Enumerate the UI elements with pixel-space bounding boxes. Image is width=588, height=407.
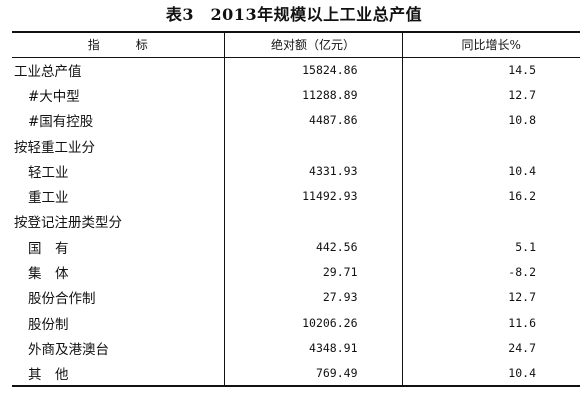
row-absolute: 4348.91 <box>223 335 402 361</box>
table-title: 表3 2013年规模以上工业总产值 <box>165 5 423 24</box>
industrial-output-table: 指 标 绝对额（亿元） 同比增长% 工业总产值 15824.86 14.5 #大… <box>12 31 580 387</box>
row-growth <box>401 208 580 235</box>
row-growth: 10.4 <box>401 158 580 184</box>
table-row: 轻工业 4331.93 10.4 <box>12 158 580 184</box>
row-label: 国 有 <box>28 240 69 257</box>
row-growth: 14.5 <box>401 57 580 83</box>
table-row: 股份制 10206.26 11.6 <box>12 309 580 336</box>
row-growth: 11.6 <box>401 309 580 336</box>
statistics-table-container: 指 标 绝对额（亿元） 同比增长% 工业总产值 15824.86 14.5 #大… <box>12 31 580 404</box>
header-indicator: 指 标 <box>12 31 224 58</box>
table-row: 按登记注册类型分 <box>12 208 580 235</box>
table-row: #大中型 11288.89 12.7 <box>12 82 580 108</box>
header-absolute: 绝对额（亿元） <box>223 31 402 58</box>
row-growth: 16.2 <box>401 183 580 209</box>
row-absolute: 11288.89 <box>223 82 402 108</box>
table-body: 工业总产值 15824.86 14.5 #大中型 11288.89 12.7 #… <box>12 57 580 387</box>
row-label: 重工业 <box>28 190 69 207</box>
row-label: 股份制 <box>28 316 69 333</box>
row-absolute: 27.93 <box>223 284 402 310</box>
row-absolute: 769.49 <box>223 360 402 387</box>
table-row: 按轻重工业分 <box>12 132 580 159</box>
table-row: 股份合作制 27.93 12.7 <box>12 284 580 310</box>
table-row: 集 体 29.71 -8.2 <box>12 259 580 285</box>
table-row: 工业总产值 15824.86 14.5 <box>12 57 580 83</box>
row-growth <box>401 132 580 159</box>
table-row: 国 有 442.56 5.1 <box>12 234 580 260</box>
table-row: 外商及港澳台 4348.91 24.7 <box>12 335 580 361</box>
table-header: 指 标 绝对额（亿元） 同比增长% <box>12 31 580 58</box>
row-absolute: 15824.86 <box>223 57 402 83</box>
row-growth: 10.4 <box>401 360 580 387</box>
table-row: 其 他 769.49 10.4 <box>12 360 580 387</box>
row-growth: -8.2 <box>401 259 580 285</box>
row-growth: 10.8 <box>401 107 580 133</box>
row-label: 股份合作制 <box>28 291 96 308</box>
row-label: 集 体 <box>28 266 69 283</box>
table-row: 重工业 11492.93 16.2 <box>12 183 580 209</box>
row-growth: 5.1 <box>401 234 580 260</box>
row-absolute: 4487.86 <box>223 107 402 133</box>
row-label: 外商及港澳台 <box>28 341 109 358</box>
row-absolute: 4331.93 <box>223 158 402 184</box>
row-growth: 12.7 <box>401 284 580 310</box>
row-absolute <box>223 132 402 159</box>
row-growth: 12.7 <box>401 82 580 108</box>
table-row: #国有控股 4487.86 10.8 <box>12 107 580 133</box>
row-growth: 24.7 <box>401 335 580 361</box>
row-absolute: 10206.26 <box>223 309 402 336</box>
row-label: #国有控股 <box>28 114 94 131</box>
header-growth: 同比增长% <box>401 31 580 58</box>
row-label: 其 他 <box>12 360 224 387</box>
row-label: 按登记注册类型分 <box>14 215 122 232</box>
row-absolute: 442.56 <box>223 234 402 260</box>
row-label: 轻工业 <box>28 164 69 181</box>
row-absolute: 11492.93 <box>223 183 402 209</box>
row-absolute <box>223 208 402 235</box>
header-row: 指 标 绝对额（亿元） 同比增长% <box>12 31 580 58</box>
row-label: #大中型 <box>28 88 80 105</box>
row-label: 工业总产值 <box>14 63 82 80</box>
row-label: 按轻重工业分 <box>14 139 95 156</box>
row-absolute: 29.71 <box>223 259 402 285</box>
